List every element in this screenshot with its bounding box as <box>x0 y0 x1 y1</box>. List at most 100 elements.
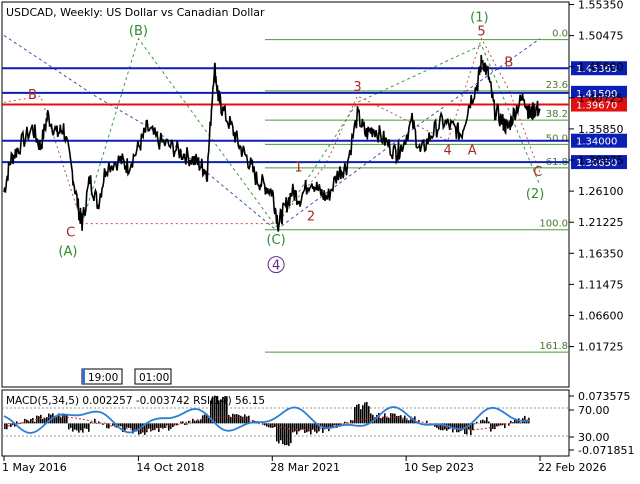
macd-bar <box>66 415 68 423</box>
macd-bar <box>384 413 386 423</box>
macd-bar <box>380 418 382 423</box>
price-tick-label: 1.11475 <box>578 278 624 291</box>
wave-label: 5 <box>477 24 485 39</box>
macd-bar <box>38 416 40 423</box>
indicator-tick-label: -0.071851 <box>578 444 634 457</box>
wave-label: B <box>504 56 513 71</box>
price-tick-label: 1.40725 <box>578 92 624 105</box>
macd-bar <box>388 418 390 424</box>
price-tick-label: 1.45600 <box>578 61 624 74</box>
price-tick-label: 1.06600 <box>578 310 624 323</box>
macd-bar <box>74 423 76 429</box>
macd-bar <box>294 423 296 431</box>
macd-bar <box>274 423 276 427</box>
fib-level-label: 50.0 <box>546 133 568 144</box>
macd-bar <box>232 414 234 424</box>
macd-bar <box>262 423 264 424</box>
wave-label: C <box>66 225 75 240</box>
macd-bar <box>80 423 82 430</box>
macd-bar <box>184 423 186 425</box>
macd-bar <box>456 423 458 432</box>
macd-bar <box>186 423 188 424</box>
macd-bar <box>270 423 272 427</box>
time-tick-label: 14 Oct 2018 <box>136 461 204 474</box>
wave-label: 4 <box>444 144 452 159</box>
wave-label: 1 <box>294 160 302 175</box>
macd-bar <box>34 422 36 424</box>
macd-bar <box>118 423 120 425</box>
macd-bar <box>96 423 98 424</box>
macd-bar <box>404 416 406 424</box>
wave-label: 3 <box>353 80 361 95</box>
macd-bar <box>302 423 304 429</box>
indicator-tick-label: 30.00 <box>578 431 610 444</box>
macd-bar <box>286 423 288 445</box>
price-tick-label: 1.30975 <box>578 154 624 167</box>
price-tick-label: 1.55350 <box>578 0 624 12</box>
macd-bar <box>284 423 286 445</box>
macd-bar <box>496 423 498 426</box>
macd-bar <box>304 423 306 433</box>
macd-bar <box>64 415 66 423</box>
macd-bar <box>106 423 108 428</box>
macd-bar <box>396 416 398 423</box>
macd-bar <box>24 419 26 424</box>
macd-bar <box>120 423 122 426</box>
macd-bar <box>480 420 482 423</box>
macd-bar <box>472 423 474 430</box>
macd-bar <box>288 423 290 446</box>
macd-bar <box>72 423 74 431</box>
macd-bar <box>82 423 84 432</box>
macd-bar <box>76 423 78 430</box>
macd-bar <box>266 423 268 426</box>
macd-bar <box>92 423 94 424</box>
fib-level-label: 23.6 <box>546 80 568 91</box>
macd-bar <box>42 419 44 423</box>
wave-label: (2) <box>526 187 544 202</box>
level-tag-label: 1.34000 <box>576 137 617 148</box>
macd-bar <box>168 423 170 430</box>
macd-bar <box>488 421 490 423</box>
macd-bar <box>292 423 294 432</box>
price-tick-label: 1.26100 <box>578 185 624 198</box>
macd-bar <box>194 421 196 423</box>
price-tick-label: 1.16350 <box>578 247 624 260</box>
macd-bar <box>366 402 368 423</box>
macd-bar <box>492 423 494 429</box>
macd-bar <box>234 414 236 423</box>
macd-bar <box>382 417 384 423</box>
time-tick-label: 1 May 2016 <box>2 461 67 474</box>
macd-bar <box>520 422 522 423</box>
macd-bar <box>334 423 336 425</box>
macd-bar <box>6 423 8 429</box>
macd-bar <box>310 423 312 434</box>
macd-bar <box>166 423 168 425</box>
macd-bar <box>196 420 198 423</box>
macd-bar <box>290 423 292 443</box>
macd-bar <box>486 417 488 423</box>
macd-bar <box>86 423 88 429</box>
timeframe-box-2[interactable]: 01:00 <box>135 369 171 384</box>
macd-bar <box>94 419 96 424</box>
indicator-label: MACD(5,34,5) 0.002257 -0.003742 RSI(14) … <box>6 395 265 407</box>
timeframe-box-1-label: 19:00 <box>88 372 118 384</box>
macd-bar <box>408 420 410 423</box>
macd-bar <box>44 418 46 423</box>
macd-bar <box>26 420 28 424</box>
macd-bar <box>282 423 284 444</box>
macd-bar <box>498 423 500 425</box>
macd-bar <box>128 423 130 428</box>
macd-bar <box>474 423 476 424</box>
macd-bar <box>280 423 282 440</box>
timeframe-box-1[interactable]: 19:00 <box>82 369 122 384</box>
indicator-tick-label: 70.00 <box>578 404 610 417</box>
wave-label: (A) <box>58 245 77 260</box>
wave-label: C <box>533 165 542 180</box>
time-tick-label: 28 Mar 2021 <box>270 461 340 474</box>
macd-bar <box>398 416 400 424</box>
fib-level-label: 100.0 <box>539 219 568 230</box>
macd-bar <box>368 406 370 423</box>
macd-bar <box>16 421 18 423</box>
price-tick-label: 1.01725 <box>578 341 624 354</box>
